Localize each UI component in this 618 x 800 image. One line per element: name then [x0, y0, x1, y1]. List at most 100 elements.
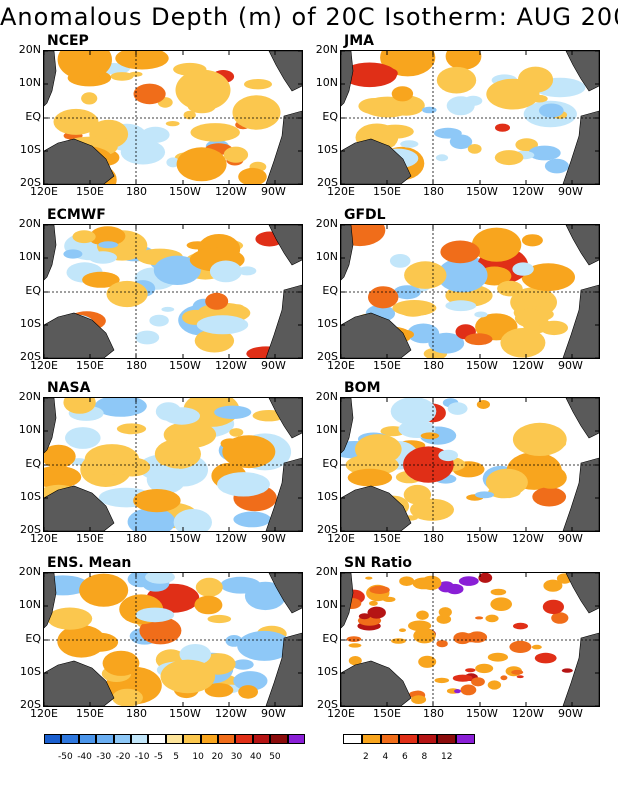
anomaly-shading	[490, 597, 512, 611]
anomaly-shading	[561, 668, 573, 673]
anomaly-shading	[494, 150, 524, 166]
lat-label: 20S	[20, 350, 41, 363]
anomaly-shading	[495, 123, 510, 132]
colorbar-swatch	[218, 734, 236, 744]
lat-label: 20N	[18, 390, 41, 403]
colorbar-swatch	[270, 734, 288, 744]
lon-label: 150W	[169, 707, 201, 720]
anomaly-shading	[348, 643, 362, 648]
lat-label: 10N	[315, 250, 338, 263]
land-mass	[44, 398, 57, 454]
anomaly-shading	[445, 51, 482, 70]
colorbar-swatch	[44, 734, 62, 744]
colorbar-swatch	[380, 734, 400, 744]
colorbar-label: 6	[402, 752, 408, 762]
anomaly-shading	[44, 444, 76, 468]
lon-label: 120E	[327, 532, 355, 545]
lon-label: 120W	[215, 707, 247, 720]
anomaly-shading	[393, 285, 421, 300]
anomaly-shading	[517, 66, 554, 93]
anomaly-shading	[173, 509, 212, 531]
anomaly-shading	[81, 92, 98, 105]
colorbar-label: 40	[250, 752, 262, 762]
anomaly-shading	[434, 677, 450, 684]
lon-label: 90W	[261, 707, 286, 720]
land-mass	[341, 312, 412, 358]
anomaly-shading	[390, 398, 437, 426]
anomaly-shading	[514, 308, 546, 328]
map-plot-area	[43, 224, 303, 359]
colorbar-label: 30	[230, 752, 243, 762]
panel-title: BOM	[344, 380, 381, 396]
colorbar-label: -10	[134, 752, 150, 762]
lon-label: 90W	[558, 532, 583, 545]
panel-title: NCEP	[47, 33, 89, 49]
panel-title: GFDL	[344, 207, 386, 223]
lon-label: 120E	[327, 707, 355, 720]
anomaly-shading	[460, 684, 477, 696]
anomaly-shading	[146, 465, 186, 494]
lon-label: 150E	[76, 185, 104, 198]
anomaly-shading	[509, 640, 532, 653]
anomaly-shading	[47, 607, 93, 630]
anomaly-shading	[161, 306, 175, 312]
lat-label: 20S	[317, 350, 338, 363]
anomaly-shading	[399, 628, 406, 632]
anomaly-shading	[458, 576, 479, 586]
anomaly-shading	[84, 444, 140, 475]
colorbar-swatch	[96, 734, 114, 744]
anomaly-shading	[440, 240, 480, 264]
anomaly-shading	[348, 656, 362, 666]
colorbar-label: 8	[421, 752, 428, 762]
anomaly-shading	[485, 614, 499, 623]
anomaly-shading	[445, 300, 477, 312]
anomaly-shading	[452, 674, 473, 682]
anomaly-shading	[373, 106, 391, 116]
map-plot-area	[340, 224, 600, 359]
anomaly-shading	[438, 607, 452, 618]
anomaly-shading	[418, 655, 437, 668]
land-mass	[565, 398, 599, 439]
anomaly-shading	[179, 644, 212, 665]
anomaly-shading	[141, 126, 170, 143]
land-mass	[44, 138, 115, 184]
colorbar-swatch	[287, 734, 305, 744]
colorbar-label: 2	[363, 752, 369, 762]
lon-label: 90W	[261, 359, 286, 372]
colorbar-swatch	[399, 734, 419, 744]
anomaly-shading	[376, 124, 414, 139]
anomaly-shading	[238, 685, 258, 699]
anomaly-shading	[471, 677, 485, 687]
anomaly-shading	[475, 616, 484, 620]
lat-label: 20S	[20, 523, 41, 536]
lon-label: 150W	[169, 185, 201, 198]
anomaly-shading	[65, 427, 101, 449]
anomaly-field-map	[341, 51, 599, 184]
anomaly-shading	[238, 167, 267, 184]
colorbar-swatch	[437, 734, 456, 744]
lat-label: EQ	[25, 110, 41, 123]
lon-label: 150W	[466, 359, 498, 372]
colorbar-label: -30	[96, 752, 112, 762]
land-mass	[565, 225, 599, 266]
anomaly-field-map	[44, 573, 302, 706]
anomaly-shading	[63, 398, 96, 414]
anomaly-shading	[53, 108, 99, 135]
lat-label: 10N	[18, 76, 41, 89]
anomaly-shading	[512, 422, 567, 456]
anomaly-shading	[551, 612, 569, 624]
anomaly-shading	[465, 668, 476, 673]
colorbar-swatch	[183, 734, 201, 744]
map-plot-area	[340, 397, 600, 532]
land-mass	[265, 110, 302, 184]
panel-title: ECMWF	[47, 207, 106, 223]
anomaly-shading	[500, 328, 546, 358]
panel-title: SN Ratio	[344, 555, 413, 571]
anomaly-shading	[474, 491, 495, 499]
land-mass	[562, 457, 599, 531]
anomaly-shading	[82, 271, 120, 288]
anomaly-shading	[521, 263, 575, 292]
anomaly-shading	[163, 407, 200, 425]
land-mass	[44, 660, 115, 706]
lat-label: 20N	[315, 217, 338, 230]
